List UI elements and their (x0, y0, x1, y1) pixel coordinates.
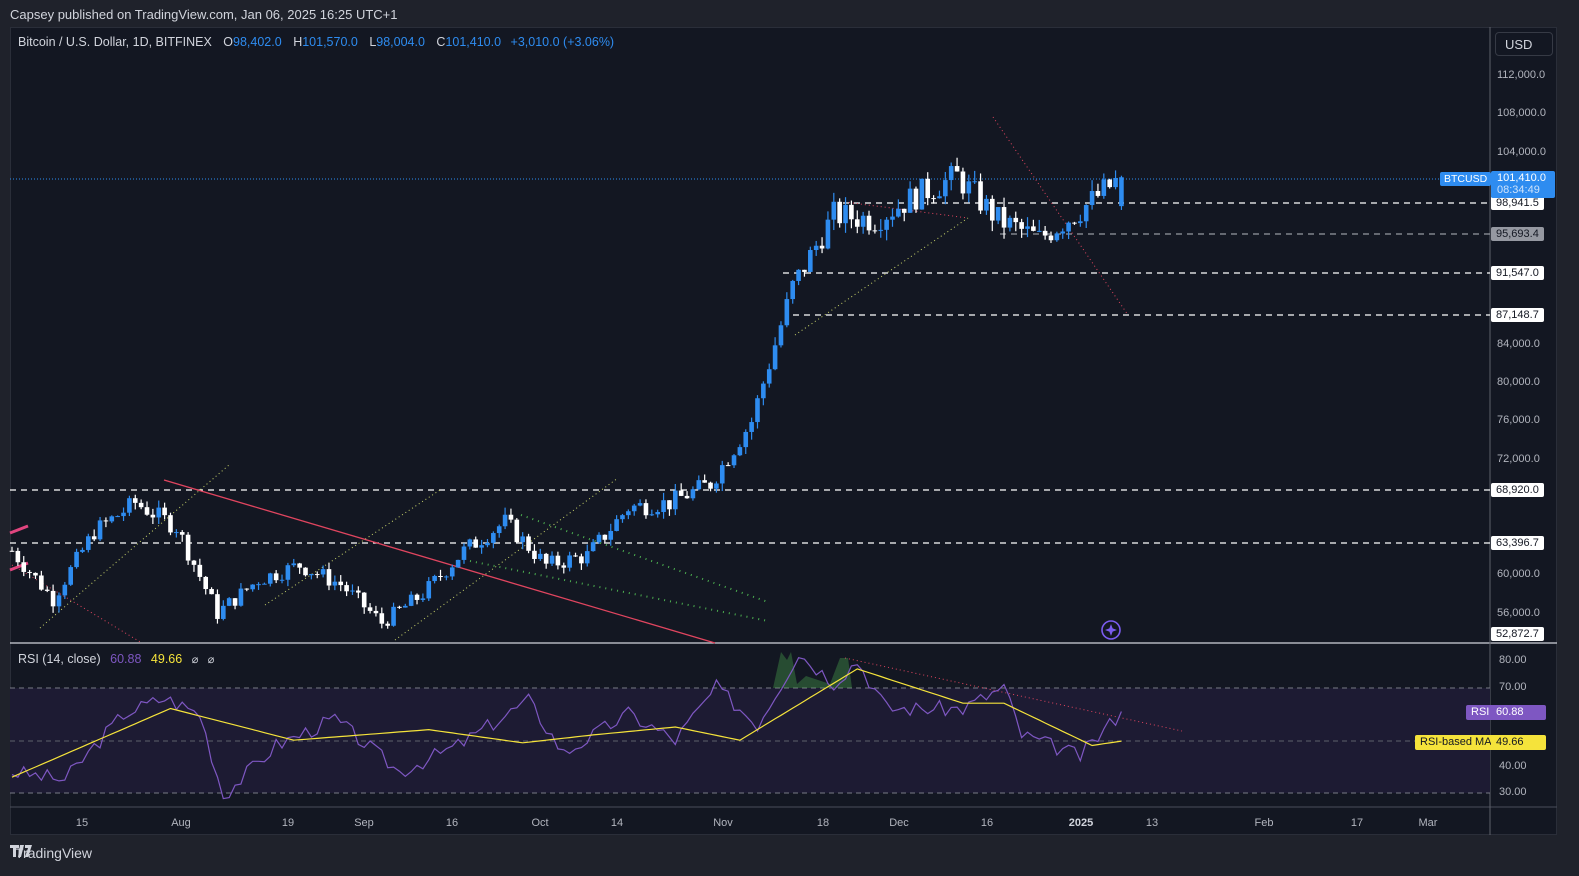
level-price-tag: 95,693.4 (1491, 227, 1544, 241)
price-tick: 80,000.0 (1497, 376, 1540, 388)
tradingview-brand[interactable]: TradingView (10, 845, 92, 861)
rsi-ma-value: 49.66 (150, 652, 183, 666)
rsi-ma-axis-value: 49.66 (1491, 735, 1546, 750)
rsi-ma-axis-label: RSI-based MA (1415, 735, 1497, 750)
level-price-tag: 63,396.7 (1491, 536, 1544, 550)
rsi-value: 60.88 (110, 652, 142, 666)
time-tick: Dec (889, 817, 909, 829)
publisher-line: Capsey published on TradingView.com, Jan… (10, 7, 398, 22)
change-value: +3,010.0 (+3.06%) (510, 35, 615, 49)
rsi-title[interactable]: RSI (14, close) (18, 652, 101, 666)
currency-button[interactable]: USD (1495, 32, 1553, 56)
empty-set-icon: ⌀ (207, 654, 215, 666)
time-tick: 18 (816, 817, 830, 829)
price-tick: 104,000.0 (1497, 146, 1546, 158)
time-tick: Feb (1254, 817, 1274, 829)
last-price-label: 101,410.0 08:34:49 (1491, 171, 1555, 198)
time-tick: 16 (445, 817, 459, 829)
symbol-price-tag: BTCUSD (1440, 172, 1492, 186)
trendlines[interactable] (9, 116, 1183, 732)
level-price-tag: 87,148.7 (1491, 308, 1544, 322)
symbol-title[interactable]: Bitcoin / U.S. Dollar, 1D, BITFINEX (18, 35, 212, 49)
time-tick: 16 (980, 817, 994, 829)
rsi-axis-label: RSI (1466, 705, 1495, 720)
time-tick: Aug (171, 817, 191, 829)
time-tick: Sep (354, 817, 374, 829)
level-price-tag: 52,872.7 (1491, 627, 1544, 641)
price-tick: 112,000.0 (1497, 69, 1546, 81)
time-tick: Nov (713, 817, 733, 829)
bar-countdown: 08:34:49 (1497, 184, 1540, 196)
level-price-tag: 68,920.0 (1491, 483, 1544, 497)
rsi-tick: 40.00 (1499, 760, 1527, 772)
time-tick: 15 (75, 817, 89, 829)
price-tick: 60,000.0 (1497, 568, 1540, 580)
rsi-legend: RSI (14, close) 60.88 49.66 ⌀ ⌀ (18, 652, 214, 666)
rsi-tick: 80.00 (1499, 654, 1527, 666)
sparkle-icon[interactable] (1101, 620, 1121, 640)
time-tick: Oct (531, 817, 549, 829)
last-price-value: 101,410.0 (1497, 172, 1546, 184)
price-tick: 84,000.0 (1497, 338, 1540, 350)
price-tick: 76,000.0 (1497, 414, 1540, 426)
rsi-axis-value: 60.88 (1491, 705, 1546, 720)
low-value: 98,004.0 (376, 35, 425, 49)
horizontal-levels[interactable] (10, 202, 1490, 544)
brand-name: TradingView (15, 845, 93, 861)
symbol-legend: Bitcoin / U.S. Dollar, 1D, BITFINEX O98,… (18, 35, 615, 49)
price-tick: 72,000.0 (1497, 453, 1540, 465)
empty-set-icon: ⌀ (191, 654, 199, 666)
price-tick: 56,000.0 (1497, 607, 1540, 619)
high-value: 101,570.0 (302, 35, 358, 49)
time-tick: 13 (1145, 817, 1159, 829)
time-tick: Mar (1418, 817, 1438, 829)
time-tick: 2025 (1068, 817, 1094, 829)
rsi-tick: 70.00 (1499, 681, 1527, 693)
price-tick: 108,000.0 (1497, 107, 1546, 119)
level-price-tag: 91,547.0 (1491, 266, 1544, 280)
rsi-tick: 30.00 (1499, 786, 1527, 798)
time-tick: 19 (281, 817, 295, 829)
open-value: 98,402.0 (233, 35, 282, 49)
time-tick: 14 (610, 817, 624, 829)
candlestick-series[interactable] (9, 157, 1124, 629)
rsi-series[interactable] (11, 652, 1122, 800)
time-tick: 17 (1350, 817, 1364, 829)
close-value: 101,410.0 (445, 35, 502, 49)
level-price-tag: 98,941.5 (1491, 196, 1544, 210)
